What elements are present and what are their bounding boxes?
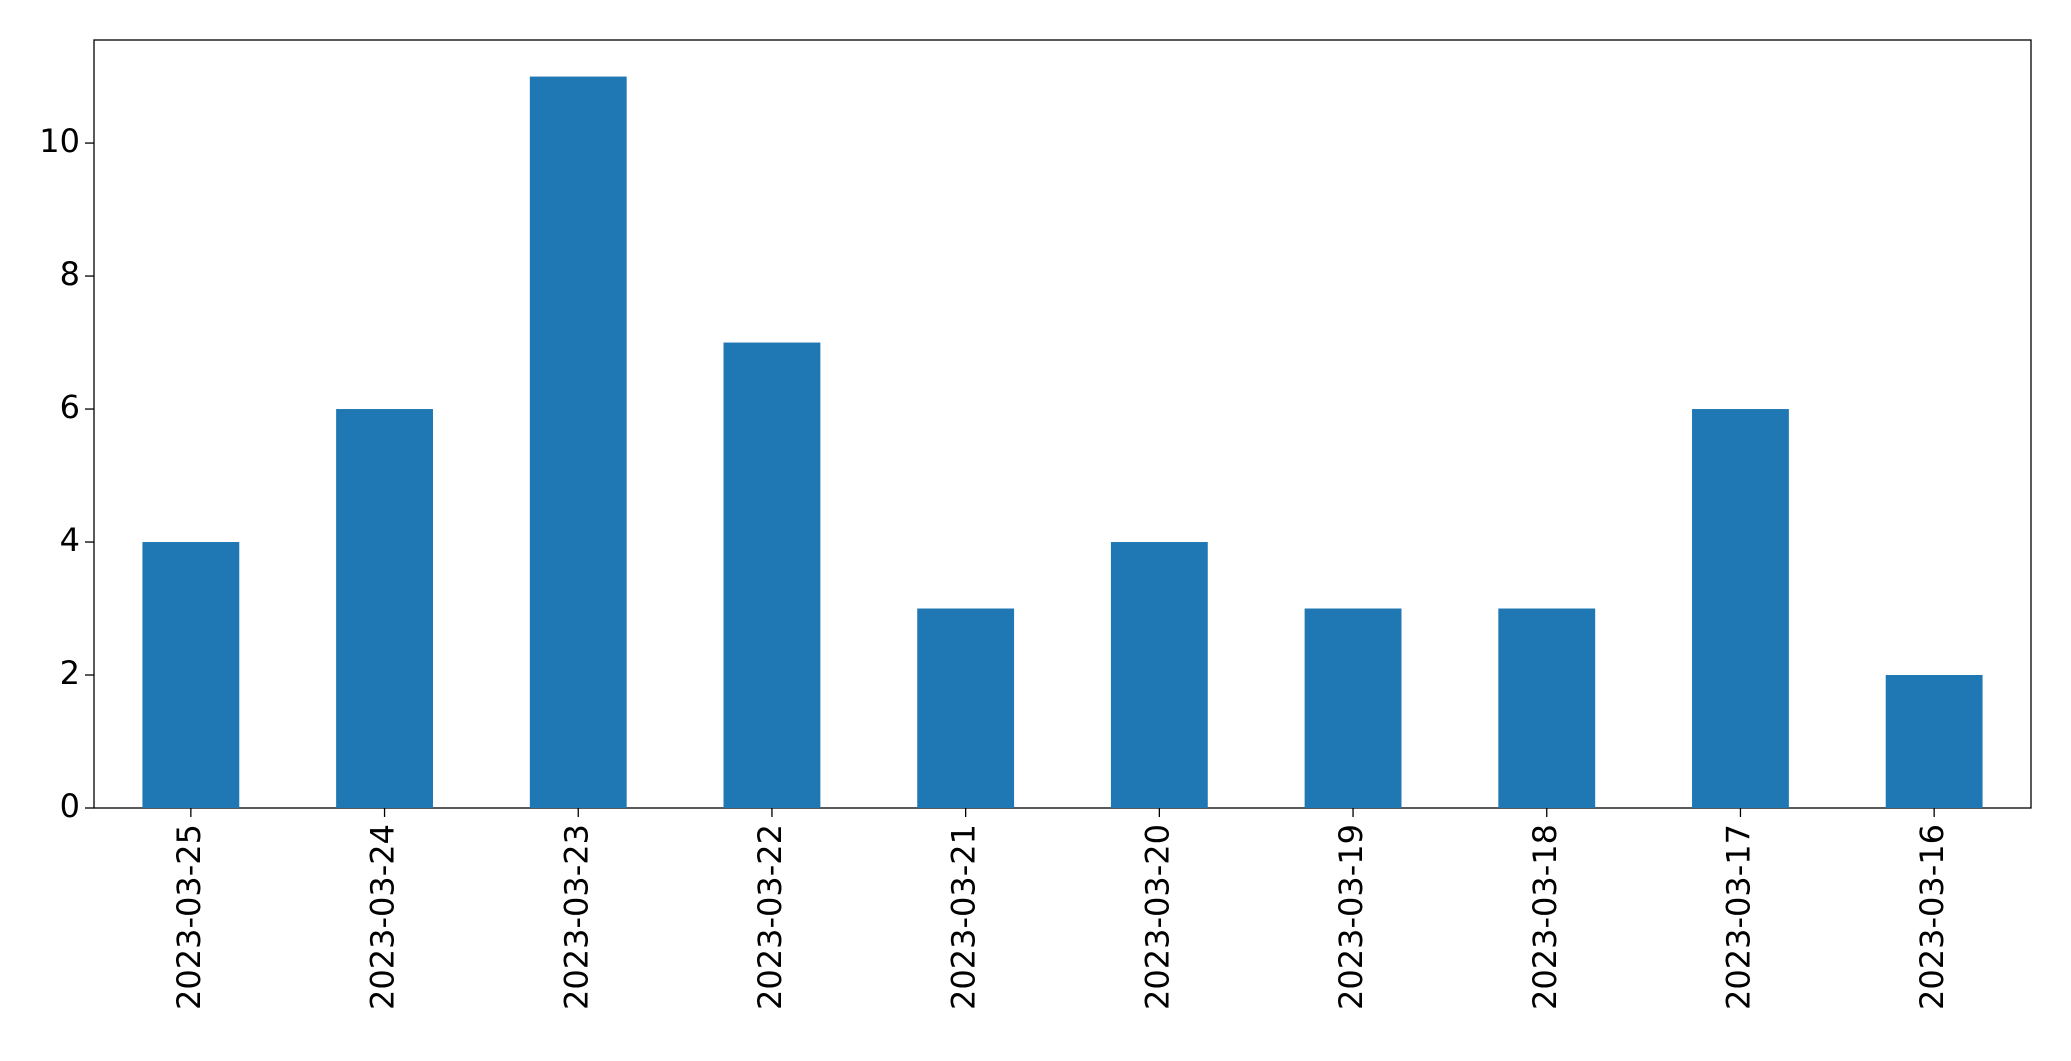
x-tick-label: 2023-03-24 xyxy=(364,824,402,1010)
y-tick-label: 2 xyxy=(60,654,80,692)
x-tick-label: 2023-03-21 xyxy=(945,824,983,1010)
bar xyxy=(142,542,240,808)
bar xyxy=(1692,409,1789,808)
bar xyxy=(1304,608,1402,808)
x-tick-label: 2023-03-16 xyxy=(1913,824,1951,1010)
bar xyxy=(1498,608,1596,808)
x-tick-label: 2023-03-18 xyxy=(1526,824,1564,1010)
plot-frame xyxy=(93,39,2032,809)
bar xyxy=(1110,542,1208,808)
x-tick-label: 2023-03-17 xyxy=(1719,824,1757,1010)
x-tick-label: 2023-03-23 xyxy=(557,824,595,1010)
y-tick-label: 6 xyxy=(60,388,80,426)
bar xyxy=(529,76,627,809)
x-tick-label: 2023-03-19 xyxy=(1332,824,1370,1010)
bar xyxy=(336,409,433,808)
y-tick-label: 0 xyxy=(60,787,80,825)
bar xyxy=(1885,675,1983,808)
y-tick-label: 8 xyxy=(60,255,80,293)
bar xyxy=(723,342,821,808)
y-tick-label: 10 xyxy=(39,122,80,160)
bar xyxy=(917,608,1015,808)
x-tick-label: 2023-03-25 xyxy=(170,824,208,1010)
x-tick-label: 2023-03-22 xyxy=(751,824,789,1010)
y-tick-label: 4 xyxy=(60,521,80,559)
x-tick-label: 2023-03-20 xyxy=(1138,824,1176,1010)
